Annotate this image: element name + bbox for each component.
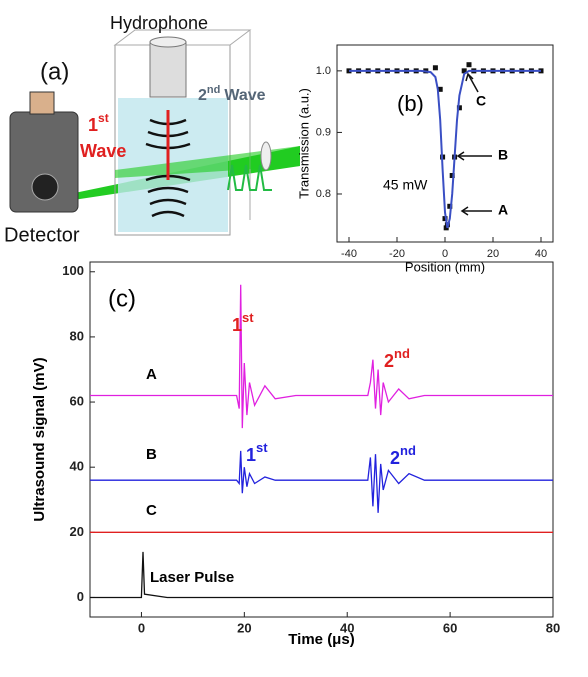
x-tick-label: 20 (487, 248, 499, 260)
point (449, 173, 455, 179)
y-axis-label: Ultrasound signal (mV) (31, 357, 48, 521)
point (447, 203, 453, 209)
panel-b: Transmission (a.u.) Position (mm) 1.0 0.9 0.… (296, 44, 554, 274)
annotation: Laser Pulse (150, 569, 234, 586)
num: 1 (232, 315, 242, 335)
x-tick-label: 40 (535, 248, 547, 260)
second-wave: 2nd Wave (198, 84, 266, 104)
annotation: A (498, 202, 508, 218)
first-wave: 1st (88, 111, 109, 135)
point (466, 62, 472, 68)
y-tick-label: 100 (62, 263, 84, 278)
x-tick-label: 60 (443, 620, 457, 635)
point (432, 65, 438, 71)
annotation: 1st (246, 440, 268, 464)
plot-frame (336, 44, 554, 243)
series-line (90, 284, 553, 429)
annotation: C (146, 502, 157, 519)
sup: st (256, 440, 268, 455)
hydrophone-top (149, 36, 187, 48)
lens (260, 141, 272, 171)
point (461, 68, 467, 74)
annotation: 1st (232, 310, 254, 334)
point (456, 105, 462, 111)
sup: nd (400, 443, 416, 458)
y-tick-label: 60 (70, 393, 84, 408)
point (443, 225, 449, 231)
annotation: (b) (397, 91, 424, 116)
detector-lens (31, 173, 59, 201)
y-tick-label: 0.8 (316, 188, 331, 200)
panel-c: Ultrasound signal (mV)Time (μs)100806040… (31, 261, 560, 648)
point (437, 86, 443, 92)
sup: nd (207, 84, 220, 96)
annotation: A (146, 366, 157, 383)
x-tick-label: 80 (546, 620, 560, 635)
x-tick-label: 0 (138, 620, 145, 635)
beam-in-water (115, 146, 300, 178)
word: Wave (224, 87, 265, 104)
num: 2 (384, 351, 394, 371)
series-line (90, 450, 553, 513)
y-tick-label: 1.0 (316, 65, 331, 77)
y-tick-label: 0.9 (316, 126, 331, 138)
y-axis-label: Transmission (a.u.) (296, 88, 311, 199)
num: 1 (246, 445, 256, 465)
y-tick-label: 80 (70, 328, 84, 343)
annotation: 45 mW (383, 177, 428, 193)
plot-frame (89, 261, 554, 618)
first-wave-word: Wave (80, 141, 126, 161)
sup: st (242, 310, 254, 325)
x-axis-label: Time (μs) (288, 631, 354, 648)
pulses (227, 164, 272, 191)
x-tick-label: -40 (341, 248, 357, 260)
num: 2 (198, 87, 207, 104)
annotation: 2nd (390, 443, 416, 467)
series-line (349, 69, 541, 229)
arrows (456, 72, 492, 216)
annotation: B (498, 147, 508, 163)
x-tick-label: 20 (237, 620, 251, 635)
detector-label: Detector (4, 224, 80, 246)
series-line (90, 551, 553, 599)
num: 2 (390, 448, 400, 468)
panel-a: Hydrophone (a) 1st Wave 2nd Wave Detector (4, 13, 300, 246)
hydrophone (149, 41, 187, 98)
panel-label: (a) (40, 58, 69, 85)
annotation: (c) (108, 285, 136, 312)
x-tick-label: 40 (340, 620, 354, 635)
x-axis-label: Position (mm) (405, 259, 485, 274)
sup: st (98, 111, 109, 125)
y-tick-label: 0 (77, 589, 84, 604)
y-tick-label: 40 (70, 459, 84, 474)
annotation: 2nd (384, 346, 410, 370)
annotation: C (476, 93, 486, 109)
detector-top (29, 91, 55, 115)
annotation: B (146, 446, 157, 463)
y-tick-label: 20 (70, 524, 84, 539)
x-tick-label: -20 (389, 248, 405, 260)
x-tick-label: 0 (442, 248, 448, 260)
title: Hydrophone (110, 13, 208, 33)
sup: nd (394, 346, 410, 361)
num: 1 (88, 115, 98, 135)
